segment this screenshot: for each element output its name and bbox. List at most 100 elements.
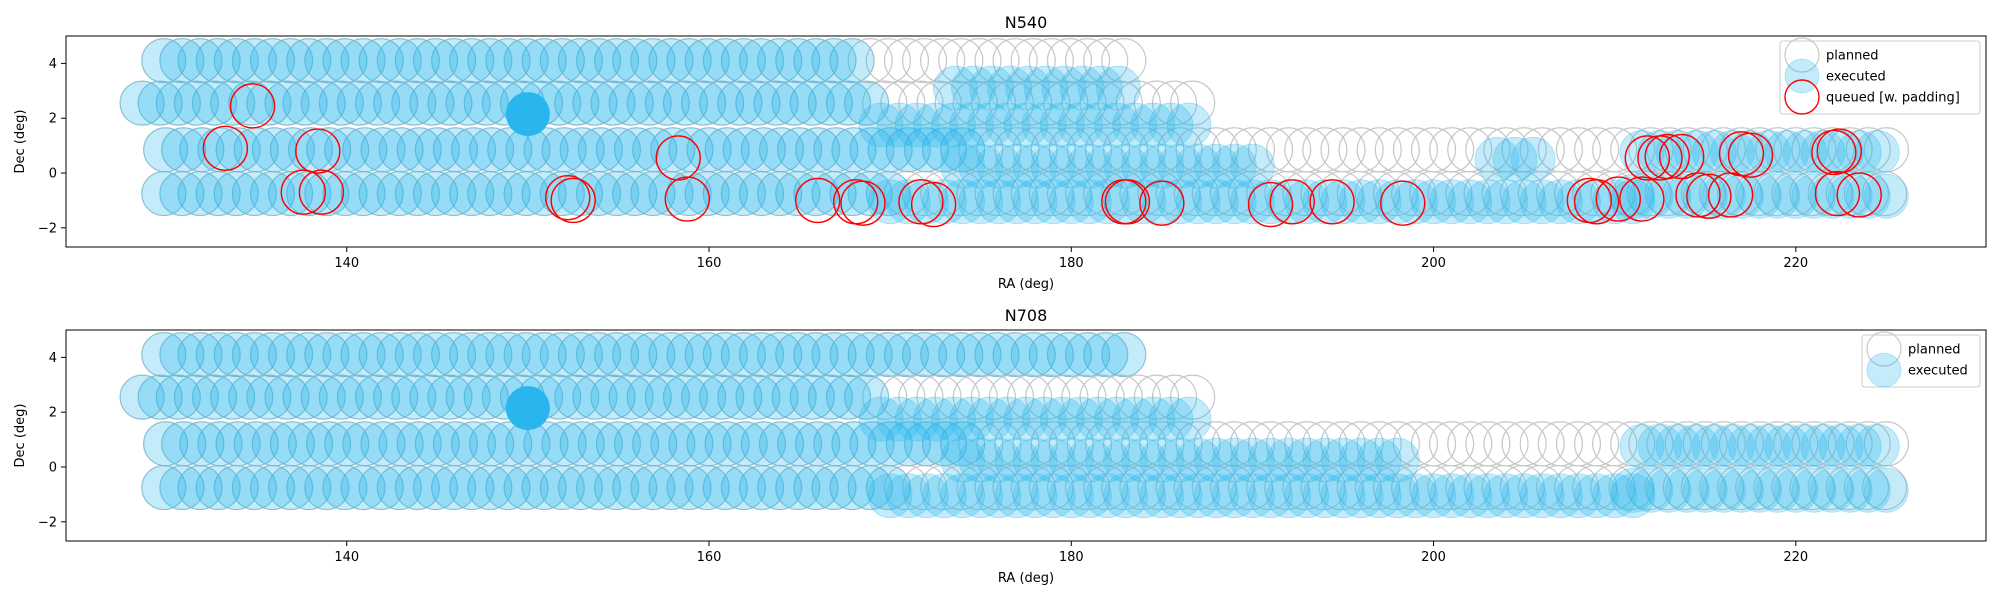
executed-pointing-marker — [614, 127, 659, 173]
executed-pointing-marker — [355, 374, 400, 420]
executed-pointing-marker — [304, 465, 350, 510]
executed-pointing-marker — [1065, 332, 1110, 378]
planned-pointing-marker — [449, 170, 495, 217]
planned-pointing-marker — [1680, 170, 1727, 217]
executed-pointing-marker — [231, 465, 277, 510]
planned-pointing-marker — [956, 170, 1002, 217]
executed-pointing-marker — [1492, 136, 1538, 182]
executed-pointing-marker — [702, 465, 748, 510]
executed-pointing-marker — [391, 374, 437, 420]
planned-pointing-marker — [1079, 80, 1125, 126]
executed-pointing-marker — [632, 421, 678, 467]
planned-pointing-marker — [1392, 127, 1439, 173]
executed-pointing-marker — [847, 171, 893, 216]
planned-pointing-marker — [191, 374, 238, 420]
axes-frame — [65, 35, 1987, 248]
executed-pointing-marker — [1592, 179, 1638, 225]
planned-pointing-marker — [608, 374, 654, 420]
executed-pointing-marker — [757, 332, 803, 378]
planned-pointing-marker — [612, 170, 658, 217]
planned-pointing-marker — [738, 38, 785, 84]
planned-pointing-marker — [666, 38, 712, 84]
legend-marker — [1784, 37, 1820, 73]
executed-pointing-marker — [1030, 473, 1076, 519]
planned-pointing-marker — [1302, 127, 1348, 173]
executed-pointing-marker — [1863, 173, 1909, 219]
planned-pointing-marker — [1083, 170, 1129, 217]
executed-pointing-marker — [246, 374, 292, 420]
x-tick-label: 180 — [1059, 550, 1084, 565]
executed-pointing-marker — [826, 374, 871, 420]
executed-pointing-marker — [503, 171, 549, 216]
planned-pointing-marker — [231, 38, 277, 84]
planned-pointing-marker — [920, 464, 966, 511]
executed-pointing-marker — [775, 465, 821, 510]
executed-pointing-marker — [378, 421, 424, 467]
executed-pointing-marker — [467, 38, 513, 84]
executed-pointing-marker — [1166, 102, 1212, 148]
planned-pointing-marker — [1264, 170, 1310, 217]
planned-pointing-marker — [1481, 170, 1527, 217]
executed-pointing-marker — [445, 374, 491, 420]
planned-pointing-marker — [322, 332, 368, 378]
planned-pointing-marker — [322, 464, 368, 511]
executed-pointing-marker — [1818, 424, 1864, 469]
planned-pointing-marker — [373, 374, 419, 420]
planned-pointing-marker — [304, 38, 350, 84]
planned-pointing-marker — [1445, 170, 1491, 217]
planned-pointing-marker — [228, 80, 274, 126]
executed-pointing-marker — [433, 421, 478, 467]
executed-pointing-marker — [1076, 396, 1121, 442]
executed-pointing-marker — [668, 127, 714, 173]
planned-pointing-marker — [394, 170, 440, 217]
executed-pointing-marker — [735, 80, 781, 126]
planned-pointing-marker — [358, 170, 404, 217]
planned-pointing-marker — [485, 38, 531, 84]
executed-pointing-marker — [177, 38, 223, 84]
planned-pointing-marker — [463, 374, 509, 420]
executed-pointing-marker — [722, 127, 768, 173]
executed-pointing-marker — [777, 127, 822, 173]
executed-pointing-marker — [940, 143, 986, 189]
planned-pointing-marker — [811, 332, 857, 378]
planned-pointing-marker — [322, 38, 368, 84]
executed-pointing-marker — [630, 171, 676, 216]
executed-pointing-marker — [1836, 130, 1882, 175]
planned-pointing-marker — [231, 464, 277, 511]
executed-pointing-marker — [521, 332, 567, 378]
executed-pointing-marker — [1094, 396, 1139, 442]
executed-pointing-marker — [844, 374, 890, 420]
executed-pointing-marker — [576, 38, 621, 84]
executed-pointing-marker — [1393, 473, 1438, 519]
executed-pointing-marker — [967, 102, 1013, 148]
queued-pointing-marker — [1686, 173, 1732, 220]
planned-pointing-marker — [1483, 421, 1529, 467]
executed-pointing-marker — [958, 179, 1004, 225]
executed-pointing-marker — [940, 437, 986, 483]
executed-pointing-marker — [958, 437, 1004, 483]
planned-pointing-marker — [648, 38, 694, 84]
executed-pointing-marker — [704, 127, 750, 173]
executed-pointing-marker — [1003, 396, 1049, 442]
queued-pointing-marker — [1816, 128, 1862, 174]
executed-pointing-marker — [467, 171, 513, 216]
executed-pointing-marker — [373, 374, 419, 420]
queued-pointing-marker — [545, 174, 591, 221]
executed-pointing-marker — [1012, 437, 1058, 483]
planned-pointing-marker — [1807, 464, 1853, 511]
planned-pointing-marker — [1028, 464, 1074, 511]
planned-pointing-marker — [771, 374, 817, 420]
executed-pointing-marker — [1320, 179, 1366, 225]
executed-pointing-marker — [969, 65, 1014, 111]
planned-pointing-marker — [702, 38, 748, 84]
planned-pointing-marker — [1445, 464, 1491, 511]
executed-pointing-marker — [789, 374, 835, 420]
planned-pointing-marker — [626, 80, 672, 126]
planned-pointing-marker — [485, 464, 531, 511]
legend-box — [1861, 334, 1981, 388]
executed-pointing-marker — [666, 332, 712, 378]
planned-series — [119, 38, 1909, 217]
legend: planned executed queued [w. padding] — [1779, 37, 1981, 115]
y-tick-label: 4 — [49, 57, 57, 72]
planned-pointing-marker — [720, 38, 767, 84]
